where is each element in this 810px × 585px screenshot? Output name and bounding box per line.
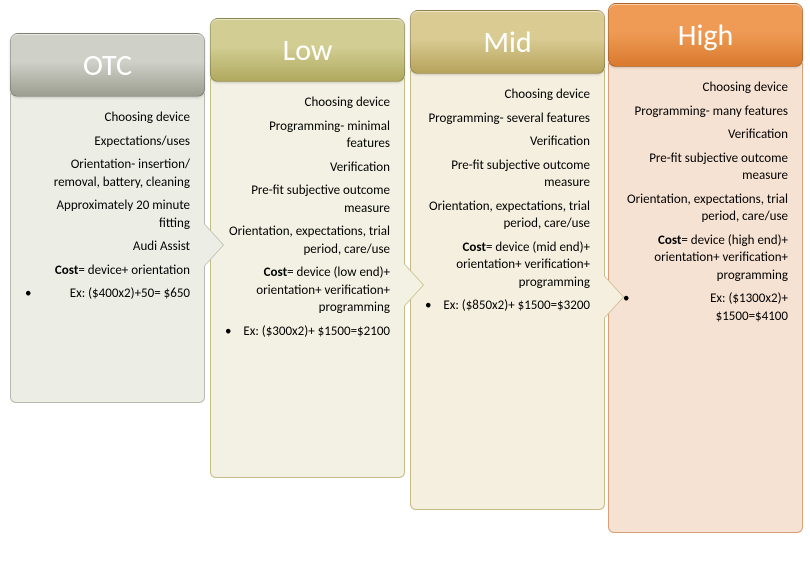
tier-item: Verification [225, 159, 390, 177]
tier-header-high: High [608, 3, 803, 67]
tier-cost: Cost= device (high end)+ orientation+ ve… [623, 232, 788, 285]
cost-label: Cost [463, 240, 486, 255]
cost-label: Cost [658, 233, 681, 248]
tier-item: Pre-fit subjective outcome measure [425, 157, 590, 192]
tier-item: Choosing device [623, 79, 788, 97]
chevron-right-icon [203, 223, 223, 267]
tier-otc: OTC Choosing device Expectations/uses Orien… [10, 33, 205, 403]
tier-high: High Choosing device Programming- many fea… [608, 3, 803, 533]
tier-body-otc: Choosing device Expectations/uses Orientat… [10, 93, 205, 403]
tier-item: Orientation- insertion/ removal, battery… [25, 156, 190, 191]
tier-cost: Cost= device+ orientation [25, 262, 190, 280]
tier-header-low: Low [210, 18, 405, 82]
tier-low: Low Choosing device Programming- minimal f… [210, 18, 405, 478]
tier-example: Ex: ($850x2)+ $1500=$3200 [425, 297, 590, 315]
chevron-right-icon [603, 275, 623, 319]
tier-header-mid: Mid [410, 10, 605, 74]
tier-item: Choosing device [425, 86, 590, 104]
tier-item: Orientation, expectations, trial period,… [425, 198, 590, 233]
cost-label: Cost [55, 263, 78, 278]
tier-header-otc: OTC [10, 33, 205, 97]
tier-item: Orientation, expectations, trial period,… [623, 191, 788, 226]
tier-diagram: OTC Choosing device Expectations/uses Orien… [0, 0, 810, 585]
tier-item: Programming- minimal features [225, 118, 390, 153]
tier-example: Ex: ($300x2)+ $1500=$2100 [225, 323, 390, 341]
tier-item: Expectations/uses [25, 133, 190, 151]
tier-item: Choosing device [225, 94, 390, 112]
tier-cost: Cost= device (low end)+ orientation+ ver… [225, 264, 390, 317]
tier-body-high: Choosing device Programming- many feature… [608, 63, 803, 533]
tier-item: Verification [425, 133, 590, 151]
tier-item: Audi Assist [25, 238, 190, 256]
tier-mid: Mid Choosing device Programming- several f… [410, 10, 605, 510]
tier-item: Pre-fit subjective outcome measure [225, 182, 390, 217]
tier-body-low: Choosing device Programming- minimal feat… [210, 78, 405, 478]
tier-item: Choosing device [25, 109, 190, 127]
cost-text: = device+ orientation [78, 263, 190, 278]
tier-item: Orientation, expectations, trial period,… [225, 223, 390, 258]
cost-label: Cost [264, 265, 287, 280]
tier-item: Programming- several features [425, 110, 590, 128]
tier-item: Programming- many features [623, 103, 788, 121]
chevron-right-icon [403, 263, 423, 307]
tier-example: Ex: ($1300x2)+ $1500=$4100 [623, 290, 788, 325]
tier-body-mid: Choosing device Programming- several feat… [410, 70, 605, 510]
tier-example: Ex: ($400x2)+50= $650 [25, 285, 190, 303]
tier-item: Verification [623, 126, 788, 144]
tier-item: Pre-fit subjective outcome measure [623, 150, 788, 185]
tier-item: Approximately 20 minute fitting [25, 197, 190, 232]
tier-cost: Cost= device (mid end)+ orientation+ ver… [425, 239, 590, 292]
